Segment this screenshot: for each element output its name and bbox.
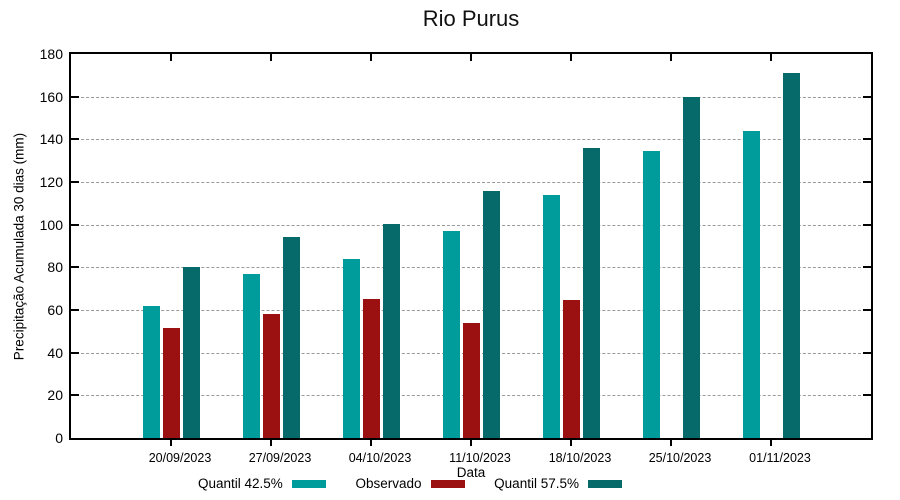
y-tick-right-120 bbox=[863, 181, 871, 183]
gridline-y-100 bbox=[71, 224, 871, 226]
legend-item-quantil-57-5-: Quantil 57.5% bbox=[494, 476, 622, 491]
y-tick-left-20 bbox=[71, 394, 79, 397]
x-tick-top-1 bbox=[270, 54, 272, 61]
bar-quantil-42-5--2 bbox=[342, 258, 360, 438]
y-tick-left-80 bbox=[71, 266, 79, 269]
x-tick-bottom-3 bbox=[470, 440, 472, 446]
x-tick-top-2 bbox=[370, 54, 372, 61]
x-axis-title: Data bbox=[456, 465, 486, 480]
bar-quantil-42-5--1 bbox=[242, 273, 260, 438]
bar-quantil-42-5--5 bbox=[642, 151, 660, 438]
x-axis-label-1: 27/09/2023 bbox=[248, 451, 312, 465]
x-tick-bottom-6 bbox=[770, 440, 772, 446]
y-axis-label-120: 120 bbox=[39, 174, 63, 190]
x-tick-bottom-0 bbox=[170, 440, 172, 446]
x-tick-top-4 bbox=[570, 54, 572, 61]
bar-observado-0 bbox=[162, 328, 180, 438]
legend-label: Quantil 42.5% bbox=[198, 476, 283, 491]
y-axis-label-180: 180 bbox=[39, 46, 63, 62]
legend-item-quantil-42-5-: Quantil 42.5% bbox=[198, 476, 326, 491]
y-tick-left-40 bbox=[71, 351, 79, 354]
x-axis-label-2: 04/10/2023 bbox=[348, 451, 412, 465]
bar-quantil-57-5--1 bbox=[282, 237, 300, 438]
y-axis-title: Precipitação Acumulada 30 dias (mm) bbox=[11, 132, 27, 361]
legend-swatch bbox=[587, 479, 622, 488]
y-tick-right-160 bbox=[863, 95, 871, 98]
bar-quantil-57-5--6 bbox=[782, 73, 800, 438]
x-tick-top-5 bbox=[670, 54, 672, 61]
y-axis-label-0: 0 bbox=[55, 430, 63, 446]
gridline-y-140 bbox=[71, 139, 871, 141]
bar-observado-3 bbox=[462, 322, 480, 438]
gridline-y-120 bbox=[71, 182, 871, 183]
y-axis-label-40: 40 bbox=[47, 344, 63, 361]
legend: Quantil 42.5% Observado Quantil 57.5% bbox=[198, 476, 622, 491]
bar-observado-1 bbox=[262, 314, 280, 438]
gridline-y-160 bbox=[71, 96, 871, 98]
gridline-y-80 bbox=[71, 267, 871, 269]
x-axis-label-5: 25/10/2023 bbox=[648, 451, 712, 465]
x-tick-bottom-1 bbox=[270, 440, 272, 446]
x-axis-label-3: 11/10/2023 bbox=[449, 451, 511, 465]
bar-quantil-42-5--4 bbox=[542, 194, 560, 438]
y-axis-label-160: 160 bbox=[39, 88, 63, 105]
x-tick-bottom-5 bbox=[670, 440, 672, 446]
y-tick-left-60 bbox=[71, 309, 79, 311]
x-tick-bottom-4 bbox=[570, 440, 572, 446]
bar-observado-2 bbox=[362, 299, 380, 438]
y-axis-label-140: 140 bbox=[39, 131, 63, 148]
legend-swatch bbox=[291, 479, 326, 488]
y-tick-left-140 bbox=[71, 138, 79, 141]
x-tick-top-3 bbox=[470, 54, 472, 61]
x-tick-bottom-2 bbox=[370, 440, 372, 446]
y-tick-right-40 bbox=[863, 351, 871, 354]
legend-item-observado: Observado bbox=[355, 476, 465, 491]
legend-label: Observado bbox=[355, 476, 422, 491]
plot-area bbox=[69, 52, 873, 440]
bar-quantil-57-5--3 bbox=[482, 190, 500, 438]
bar-observado-4 bbox=[562, 300, 580, 438]
bar-quantil-42-5--6 bbox=[742, 130, 760, 438]
x-axis-label-6: 01/11/2023 bbox=[749, 451, 811, 465]
x-axis-label-0: 20/09/2023 bbox=[148, 451, 212, 465]
bar-quantil-57-5--4 bbox=[582, 147, 600, 438]
bar-quantil-57-5--0 bbox=[182, 267, 200, 438]
legend-swatch bbox=[430, 479, 465, 488]
bar-quantil-42-5--0 bbox=[142, 305, 160, 438]
y-tick-left-160 bbox=[71, 95, 79, 98]
bar-quantil-57-5--5 bbox=[682, 96, 700, 438]
y-tick-right-60 bbox=[863, 309, 871, 311]
y-axis-label-100: 100 bbox=[39, 216, 63, 233]
x-tick-top-6 bbox=[770, 54, 772, 61]
y-tick-right-100 bbox=[863, 223, 871, 226]
y-axis-label-80: 80 bbox=[47, 259, 63, 276]
y-tick-right-80 bbox=[863, 266, 871, 269]
y-axis-label-60: 60 bbox=[47, 302, 63, 318]
y-tick-right-20 bbox=[863, 394, 871, 397]
y-tick-left-120 bbox=[71, 181, 79, 183]
y-tick-left-100 bbox=[71, 223, 79, 226]
gridline-y-60 bbox=[71, 310, 871, 311]
chart-title: Rio Purus bbox=[422, 6, 520, 31]
x-axis-label-4: 18/10/2023 bbox=[548, 451, 612, 465]
legend-label: Quantil 57.5% bbox=[494, 476, 579, 491]
y-tick-right-140 bbox=[863, 138, 871, 141]
bar-quantil-42-5--3 bbox=[442, 231, 460, 438]
x-tick-top-0 bbox=[170, 54, 172, 61]
y-axis-label-20: 20 bbox=[47, 387, 63, 404]
bar-quantil-57-5--2 bbox=[382, 223, 400, 438]
